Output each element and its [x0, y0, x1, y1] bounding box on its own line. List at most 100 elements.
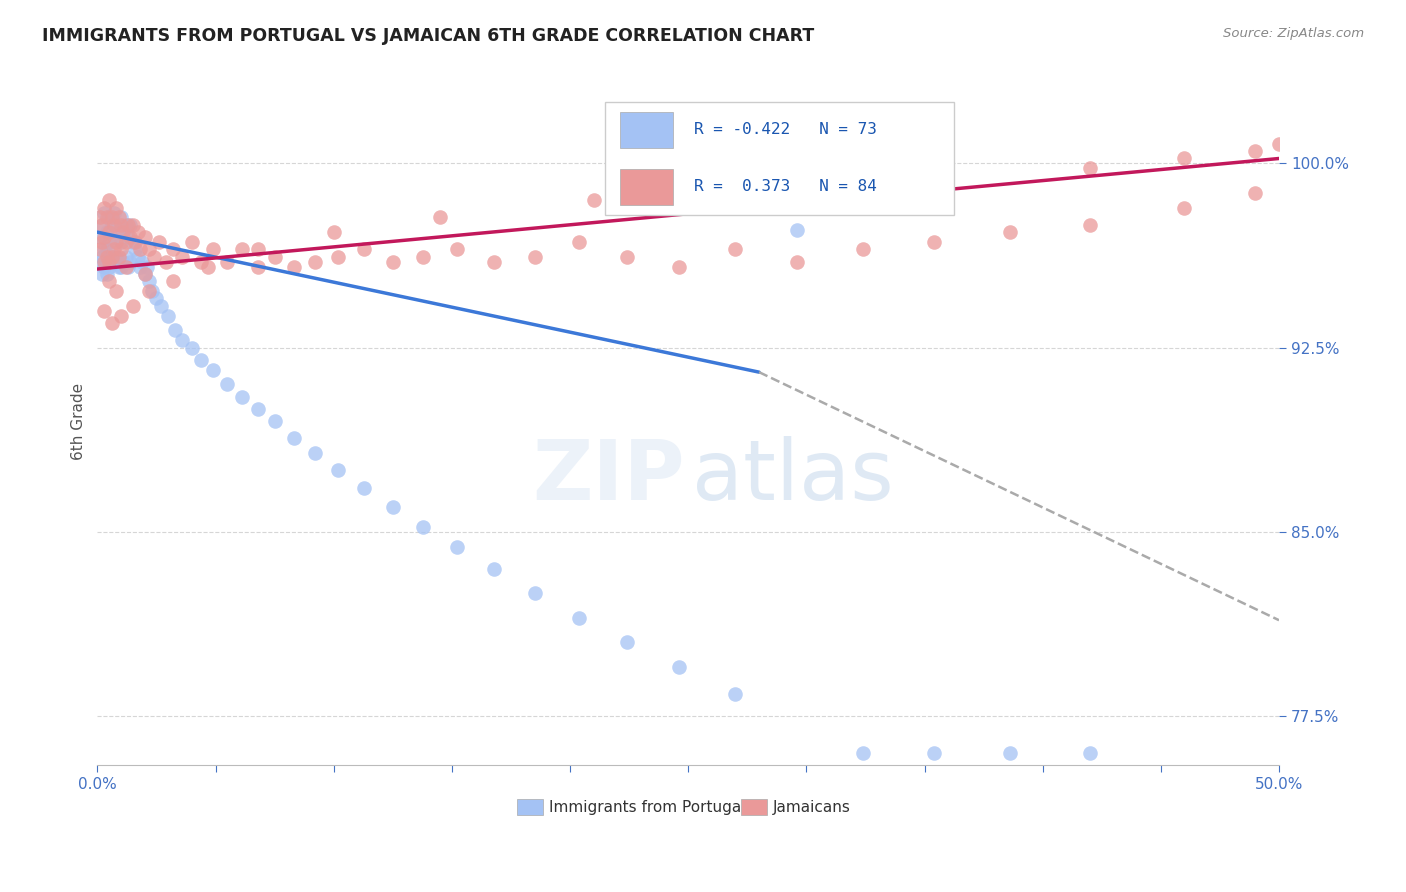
Point: [668, 660, 690, 674]
FancyBboxPatch shape: [741, 799, 768, 814]
Point: [998, 225, 1021, 239]
Point: [93, 205, 115, 219]
Point: [105, 201, 128, 215]
Point: [93, 243, 115, 257]
Point: [127, 225, 149, 239]
Point: [131, 254, 153, 268]
Point: [668, 260, 690, 274]
Point: [107, 260, 129, 274]
Point: [353, 243, 375, 257]
Point: [724, 243, 747, 257]
Point: [100, 211, 122, 225]
Point: [112, 225, 135, 239]
Text: Source: ZipAtlas.com: Source: ZipAtlas.com: [1223, 27, 1364, 40]
Point: [523, 586, 546, 600]
Point: [96, 225, 118, 239]
Point: [616, 635, 638, 649]
Point: [121, 218, 143, 232]
Point: [112, 254, 135, 268]
Point: [786, 223, 808, 237]
Point: [484, 561, 506, 575]
Point: [93, 254, 115, 268]
Point: [328, 463, 350, 477]
Point: [568, 611, 591, 625]
Point: [141, 284, 163, 298]
Point: [103, 218, 125, 232]
Point: [107, 250, 129, 264]
Point: [231, 390, 253, 404]
Point: [103, 254, 125, 268]
Point: [446, 243, 468, 257]
Point: [796, 176, 818, 190]
Point: [304, 446, 326, 460]
Point: [117, 218, 139, 232]
Point: [98, 274, 121, 288]
Point: [89, 211, 111, 225]
Point: [110, 243, 132, 257]
Point: [429, 211, 451, 225]
Point: [304, 254, 326, 268]
Point: [98, 260, 121, 274]
Point: [1173, 152, 1195, 166]
Point: [114, 250, 136, 264]
Point: [202, 243, 225, 257]
Point: [91, 250, 114, 264]
Point: [138, 274, 160, 288]
Point: [1078, 218, 1101, 232]
Point: [381, 254, 404, 268]
Point: [124, 243, 146, 257]
Point: [136, 260, 159, 274]
Point: [1078, 161, 1101, 176]
Point: [247, 402, 270, 417]
Point: [484, 254, 506, 268]
FancyBboxPatch shape: [620, 112, 673, 148]
Point: [91, 267, 114, 281]
Point: [180, 341, 202, 355]
Point: [1244, 186, 1267, 200]
Point: [616, 250, 638, 264]
Point: [112, 225, 135, 239]
Point: [110, 309, 132, 323]
Point: [446, 540, 468, 554]
FancyBboxPatch shape: [606, 102, 955, 215]
Point: [96, 243, 118, 257]
Point: [263, 250, 285, 264]
Point: [852, 243, 875, 257]
Point: [93, 260, 115, 274]
Point: [138, 243, 160, 257]
Point: [162, 243, 184, 257]
Point: [121, 235, 143, 249]
Point: [117, 260, 139, 274]
Point: [231, 243, 253, 257]
Point: [89, 254, 111, 268]
Point: [322, 225, 344, 239]
Point: [381, 500, 404, 515]
Point: [998, 746, 1021, 760]
Point: [852, 746, 875, 760]
Point: [124, 235, 146, 249]
Point: [172, 250, 194, 264]
Point: [1244, 144, 1267, 158]
Point: [117, 230, 139, 244]
Point: [98, 225, 121, 239]
Point: [110, 260, 132, 274]
Point: [150, 299, 173, 313]
Point: [89, 230, 111, 244]
Point: [105, 218, 128, 232]
Point: [263, 414, 285, 428]
Point: [145, 292, 167, 306]
Text: IMMIGRANTS FROM PORTUGAL VS JAMAICAN 6TH GRADE CORRELATION CHART: IMMIGRANTS FROM PORTUGAL VS JAMAICAN 6TH…: [42, 27, 814, 45]
Point: [110, 235, 132, 249]
Point: [120, 254, 142, 268]
Point: [922, 235, 945, 249]
Point: [353, 481, 375, 495]
Point: [91, 218, 114, 232]
Point: [103, 230, 125, 244]
Point: [105, 284, 128, 298]
Point: [114, 218, 136, 232]
Point: [93, 230, 115, 244]
Point: [157, 309, 180, 323]
Point: [172, 333, 194, 347]
Point: [93, 303, 115, 318]
Point: [143, 250, 166, 264]
